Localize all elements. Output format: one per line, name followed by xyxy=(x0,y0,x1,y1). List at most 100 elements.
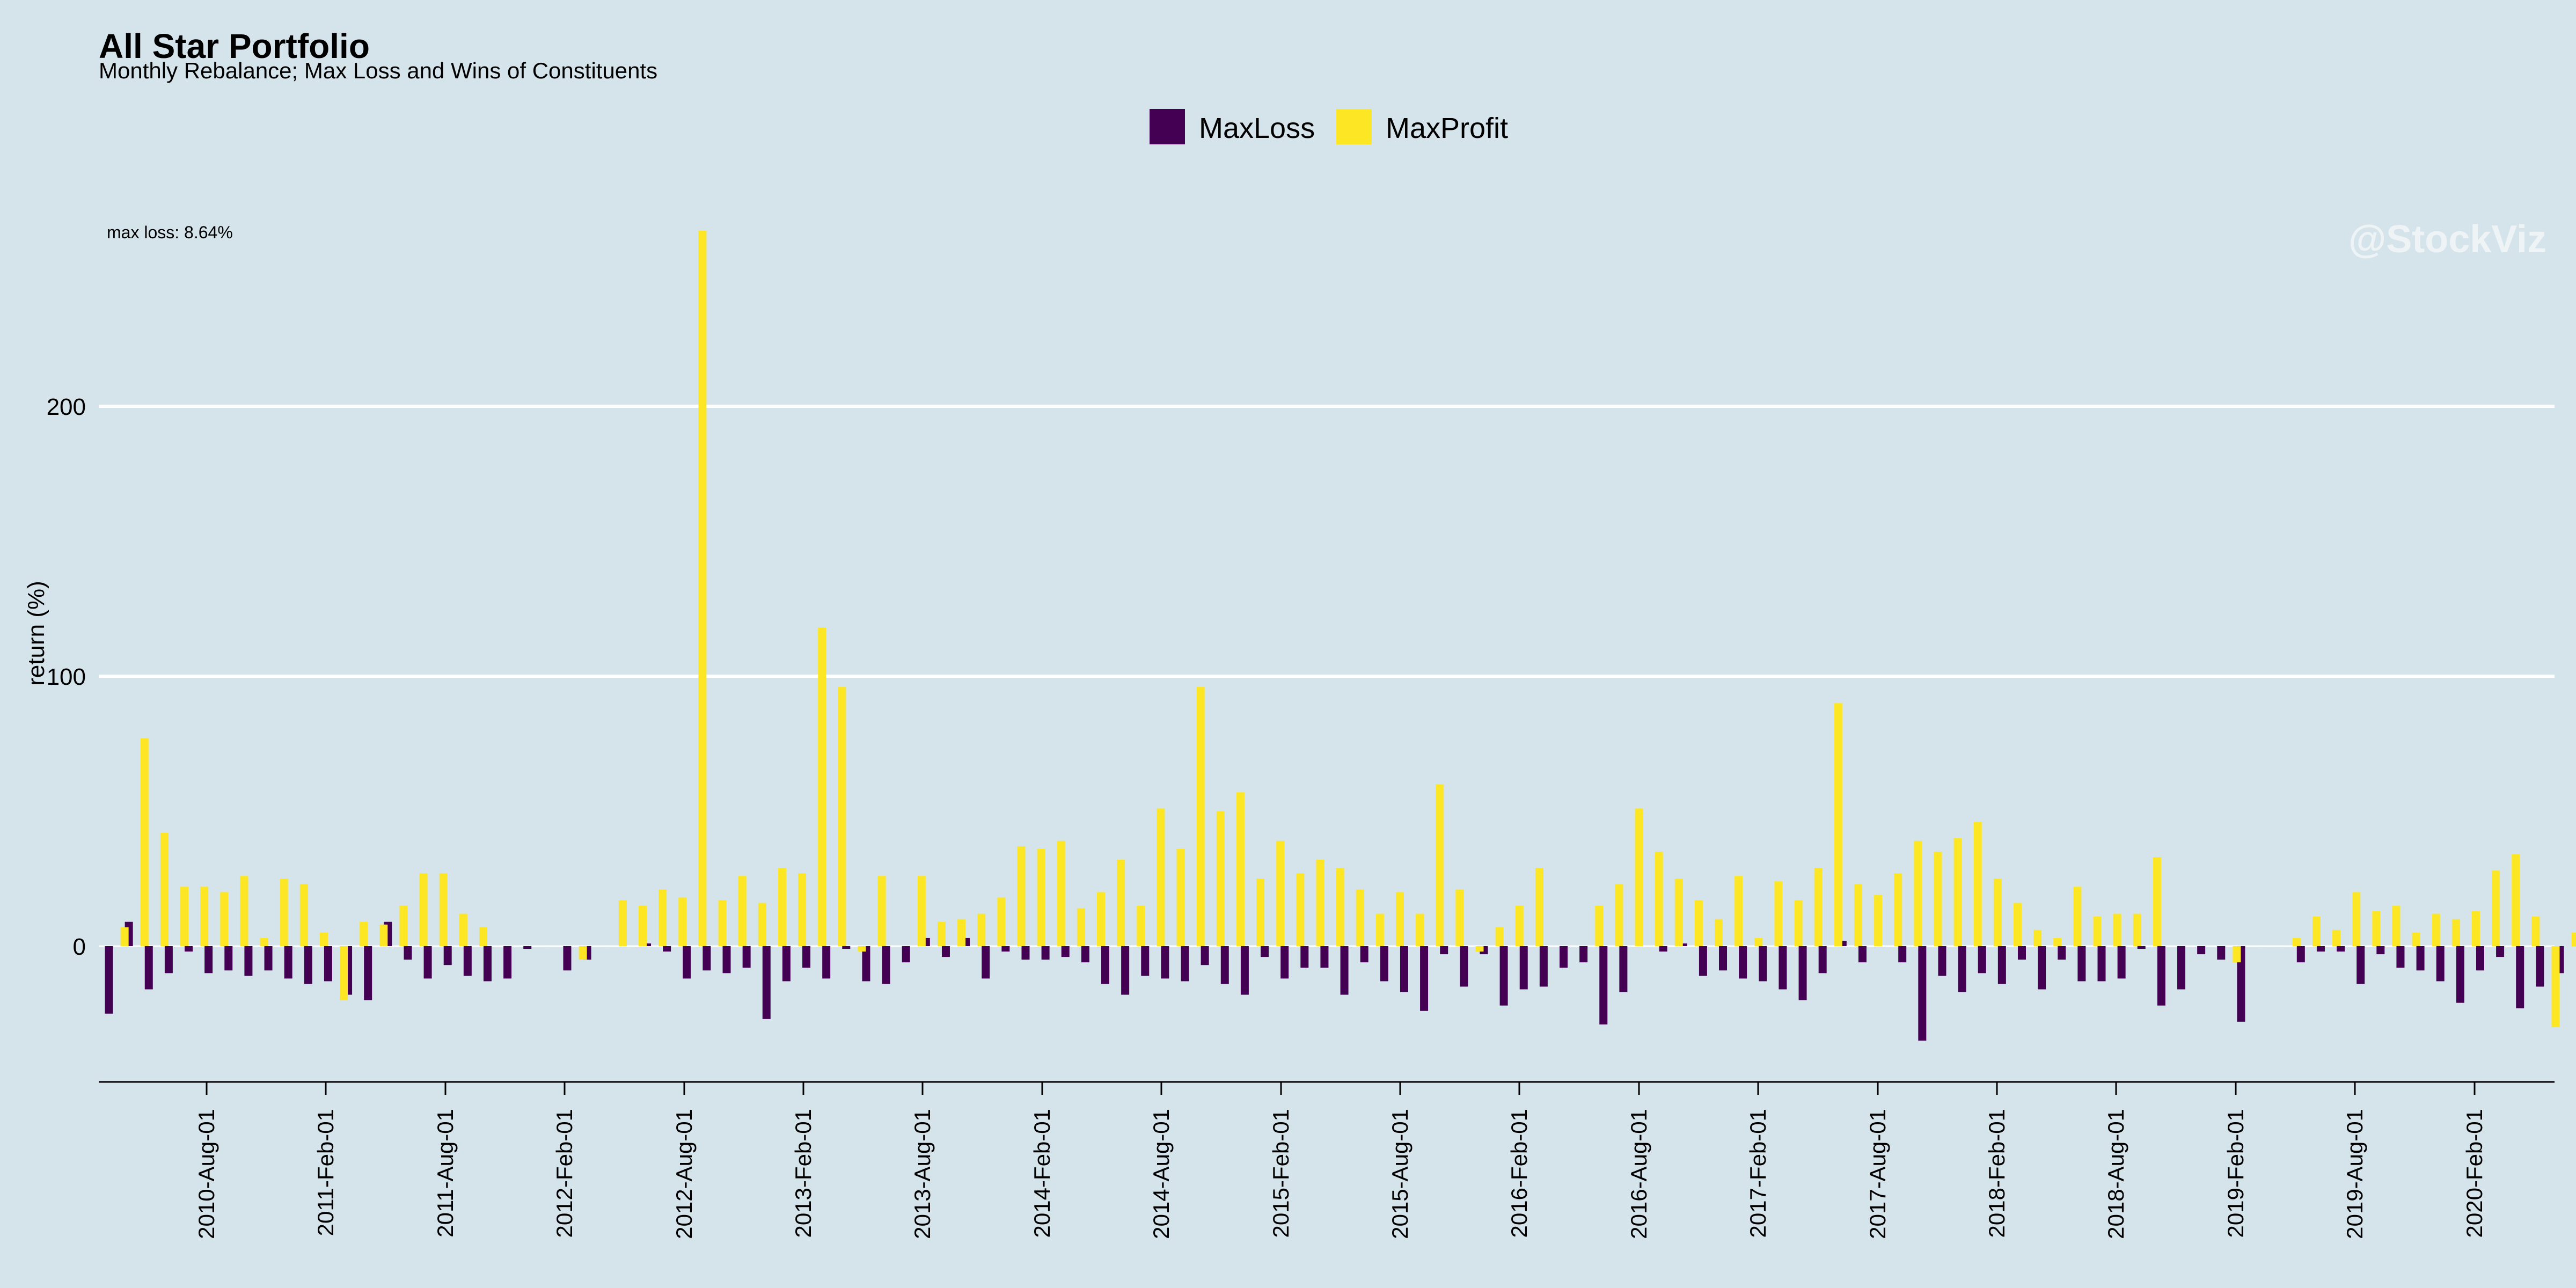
bar-maxprofit xyxy=(758,903,766,946)
bar-maxloss xyxy=(563,946,572,971)
bar-maxprofit xyxy=(1993,879,2002,946)
bar-maxprofit xyxy=(1515,905,1524,946)
y-tick-label: 100 xyxy=(47,664,86,690)
bar-maxprofit xyxy=(240,876,248,946)
bar-maxprofit xyxy=(778,868,786,946)
bar-maxloss xyxy=(1460,946,1468,987)
bar-maxloss xyxy=(2058,946,2066,960)
x-tick-label: 2016-Feb-01 xyxy=(1506,1109,1532,1238)
bar-maxloss xyxy=(144,946,153,990)
bar-maxprofit xyxy=(140,738,149,946)
legend-label-maxprofit: MaxProfit xyxy=(1386,112,1508,144)
x-tick-label: 2012-Aug-01 xyxy=(671,1109,697,1239)
bar-maxloss xyxy=(2097,946,2106,982)
bar-maxprofit xyxy=(2451,919,2460,946)
bar-maxloss xyxy=(643,943,652,946)
bar-maxloss xyxy=(2217,946,2226,960)
legend-label-maxloss: MaxLoss xyxy=(1199,112,1315,144)
bar-maxprofit xyxy=(2292,938,2301,946)
bar-maxprofit xyxy=(2332,930,2341,946)
bar-maxloss xyxy=(284,946,292,979)
x-tick-label: 2014-Aug-01 xyxy=(1148,1109,1174,1239)
bar-maxloss xyxy=(1061,946,1070,957)
legend-swatch-maxprofit xyxy=(1336,109,1372,144)
bar-maxloss xyxy=(1938,946,1946,976)
watermark: @StockViz xyxy=(2348,218,2546,261)
bar-maxprofit xyxy=(2352,892,2361,946)
bar-maxloss xyxy=(1579,946,1588,963)
bar-maxprofit xyxy=(2412,932,2420,946)
bar-maxloss xyxy=(463,946,472,976)
bar-maxprofit xyxy=(917,876,926,946)
bar-maxprofit xyxy=(2471,911,2480,946)
bar-maxloss xyxy=(1818,946,1827,974)
bar-maxprofit xyxy=(2312,916,2321,946)
bar-maxprofit xyxy=(1874,895,1883,946)
bar-maxloss xyxy=(1220,946,1229,984)
bar-maxloss xyxy=(2316,946,2325,952)
bar-maxprofit xyxy=(838,687,846,946)
x-tick-label: 2010-Aug-01 xyxy=(194,1109,219,1239)
bar-maxloss xyxy=(1997,946,2006,984)
bar-maxloss xyxy=(443,946,452,965)
bar-maxprofit xyxy=(1176,848,1185,946)
bar-maxloss xyxy=(1420,946,1429,1011)
bar-maxloss xyxy=(185,946,193,952)
bar-maxloss xyxy=(1021,946,1030,960)
bar-maxprofit xyxy=(957,919,966,946)
y-tick-label: 200 xyxy=(47,394,86,420)
bar-maxprofit xyxy=(1635,808,1643,946)
bar-maxloss xyxy=(2476,946,2484,971)
x-axis: 2010-Aug-01 2011-Feb-01 2011-Aug-01 2012-Fe… xyxy=(194,1082,2487,1239)
x-tick-label: 2017-Feb-01 xyxy=(1745,1109,1770,1238)
bar-maxprofit xyxy=(1854,884,1862,946)
bar-maxloss xyxy=(1858,946,1867,963)
bar-maxloss xyxy=(762,946,771,1019)
bar-maxprofit xyxy=(2551,946,2560,1027)
bar-maxprofit xyxy=(160,832,169,946)
bar-maxloss xyxy=(1978,946,1986,974)
bar-maxloss xyxy=(2117,946,2126,979)
bar-maxloss xyxy=(1798,946,1807,1000)
bar-maxloss xyxy=(1440,946,1448,955)
bar-maxloss xyxy=(2197,946,2206,955)
bar-maxloss xyxy=(822,946,831,979)
bar-maxprofit xyxy=(340,946,348,1000)
bar-maxprofit xyxy=(1117,860,1125,946)
bar-maxloss xyxy=(2017,946,2026,960)
bar-maxloss xyxy=(902,946,910,963)
bar-maxloss xyxy=(882,946,890,984)
bar-maxprofit xyxy=(2372,911,2381,946)
bar-maxloss xyxy=(2038,946,2046,990)
bar-maxprofit xyxy=(579,946,587,960)
bar-maxloss xyxy=(204,946,213,974)
bar-maxloss xyxy=(1918,946,1927,1041)
bar-maxprofit xyxy=(1694,900,1703,946)
bar-maxloss xyxy=(304,946,312,984)
bar-maxloss xyxy=(1679,943,1687,946)
bar-maxprofit xyxy=(1674,879,1683,946)
y-tick-label: 0 xyxy=(73,934,86,960)
x-tick-label: 2013-Feb-01 xyxy=(791,1109,816,1238)
bar-maxprofit xyxy=(260,938,268,946)
bar-maxloss xyxy=(982,946,990,979)
bar-maxprofit xyxy=(459,913,467,946)
x-tick-label: 2015-Aug-01 xyxy=(1387,1109,1413,1239)
bar-maxprofit xyxy=(1834,703,1842,946)
bar-maxloss xyxy=(2157,946,2165,1006)
bar-maxloss xyxy=(1161,946,1169,979)
bar-maxloss xyxy=(1001,946,1010,952)
bar-maxloss xyxy=(1898,946,1907,963)
bar-maxprofit xyxy=(419,873,428,946)
bar-maxloss xyxy=(2416,946,2425,971)
bar-maxprofit xyxy=(2093,916,2102,946)
bar-maxprofit xyxy=(937,921,946,946)
bars xyxy=(105,231,2576,1041)
bar-maxloss xyxy=(722,946,731,974)
bar-maxloss xyxy=(2516,946,2524,1008)
bar-maxprofit xyxy=(280,879,288,946)
bar-maxloss xyxy=(1838,940,1847,946)
bar-maxprofit xyxy=(2073,887,2082,946)
bar-maxprofit xyxy=(180,887,189,946)
bar-maxloss xyxy=(364,946,372,1000)
